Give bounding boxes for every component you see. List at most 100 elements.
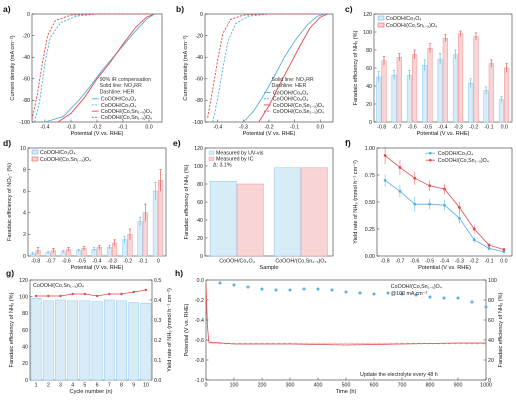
x-tick-label: 0.0 xyxy=(317,125,324,131)
data-point-0-8 xyxy=(502,250,506,254)
y-tick-label: -80 xyxy=(22,98,30,104)
y-tick-label: -0.4 xyxy=(195,318,204,324)
panel-letter-c: c) xyxy=(345,4,353,14)
legend-marker xyxy=(429,158,432,162)
annotation: 90% iR compensation xyxy=(100,77,152,83)
panel-title: CoOOH/(Co,Sn₁₋ₓ)O₄ xyxy=(33,283,84,289)
panel-f: f) 0.00 0.25 0.50 0.75 1.00 Yield rate of NH₃ … xyxy=(345,138,513,271)
x-tick-label: -0.7 xyxy=(395,259,404,265)
y2-tick-label: 20 xyxy=(488,358,494,364)
y2-axis-label: Faradaic efficiency of NH₃ (%) xyxy=(498,292,504,367)
data-point-1-2 xyxy=(413,176,417,180)
annotation: Dashline: HER xyxy=(100,89,135,95)
y-tick-label: -0.8 xyxy=(195,358,204,364)
annotation: CoOOH/(Co,Sn₁₋ₓ)O₄ xyxy=(391,284,442,290)
y-axis-label: Yield rate of NH₃ (mmol h⁻¹ cm⁻²) xyxy=(353,160,359,244)
plot-frame xyxy=(205,279,487,381)
legend-swatch xyxy=(31,156,39,162)
y-axis-label: Potential (V vs. RHE) xyxy=(184,303,190,356)
yield-point-1 xyxy=(47,294,50,298)
x-tick-label: -0.4 xyxy=(438,125,447,131)
bar-1-4 xyxy=(442,38,448,123)
y-axis-label: Faradaic efficiency of NH₃ (%) xyxy=(353,30,359,105)
legend-label: CoOOH/(Co,Sn₁₋ₓ)O₄ xyxy=(101,115,152,121)
y-tick-label: 20 xyxy=(366,102,372,108)
data-point-1-4 xyxy=(443,187,446,191)
annotation: Solid line: NO₃RR xyxy=(272,77,314,83)
fe-point-10 xyxy=(358,291,362,295)
y-axis-label: Current density (mA cm⁻²) xyxy=(183,35,189,100)
yield-line xyxy=(36,289,146,297)
bar-8 xyxy=(128,302,140,381)
fe-point-3 xyxy=(260,287,264,291)
x-tick-label: -0.5 xyxy=(77,259,86,265)
panel-letter-b: b) xyxy=(176,4,184,14)
x-tick-label: -0.3 xyxy=(455,259,464,265)
x-tick-label: -0.1 xyxy=(118,125,127,131)
bar-1-5 xyxy=(458,33,464,123)
bar-7 xyxy=(116,300,127,381)
y-tick-label: 40 xyxy=(22,344,28,350)
fe-point-17 xyxy=(456,296,460,300)
bar-0-7 xyxy=(137,221,143,257)
data-point-0-2 xyxy=(413,202,417,206)
y-tick-label: 20 xyxy=(197,236,203,242)
y2-tick-label: 0.5 xyxy=(154,278,161,284)
fe-point-11 xyxy=(372,292,376,296)
y-tick-label: -1.0 xyxy=(195,378,204,384)
legend-label: CoOOH/(Co,Sn₁₋ₓ)O₄ xyxy=(101,109,152,115)
x-tick-label: 800 xyxy=(426,383,435,389)
x-tick-label: -0.3 xyxy=(239,125,248,131)
y-tick-label: 0 xyxy=(23,254,26,260)
x-tick-label: 2 xyxy=(47,383,50,389)
y-tick-label: 100 xyxy=(363,30,372,36)
y-tick-label: 20 xyxy=(22,361,28,367)
annotation: Solid line: NO₃RR xyxy=(100,83,142,89)
annotation: Δ: 3.1% xyxy=(213,162,232,168)
bar-1-8 xyxy=(158,180,164,257)
y-tick-label: 8 xyxy=(23,167,26,173)
bar-3 xyxy=(67,300,79,381)
data-point-1-5 xyxy=(457,206,461,209)
y-axis-label: Faradaic efficiency of NH₃ (%) xyxy=(184,164,190,239)
x-tick-label: 600 xyxy=(370,383,379,389)
x-tick-label: -0.4 xyxy=(92,259,101,265)
y2-tick-label: 0 xyxy=(488,378,491,384)
y-tick-label: -60 xyxy=(22,77,30,83)
panel-e: e) 0 20 40 60 80 100 120 Faradaic efficiency of … xyxy=(173,138,334,271)
y2-tick-label: 100 xyxy=(488,278,497,284)
y-tick-label: 2 xyxy=(23,232,26,238)
bar-1-6 xyxy=(473,36,479,123)
bar-0-5 xyxy=(452,54,458,123)
panel-letter-g: g) xyxy=(6,268,14,278)
y-tick-label: 40 xyxy=(366,84,372,90)
series-line-3 xyxy=(207,13,321,118)
y-tick-label: 10 xyxy=(20,146,26,152)
x-tick-label: -0.2 xyxy=(469,125,478,131)
x-tick-label: 1000 xyxy=(480,383,492,389)
fe-point-18 xyxy=(470,300,474,304)
fe-point-0 xyxy=(218,281,222,285)
series-line-0 xyxy=(243,13,326,123)
y-tick-label: 0.50 xyxy=(365,200,375,206)
x-axis-label: Potential (V vs. RHE) xyxy=(418,265,471,271)
data-point-0-4 xyxy=(443,203,446,207)
bar-1-3 xyxy=(427,47,433,123)
y-tick-label: -100 xyxy=(192,120,203,126)
bar-0-1 xyxy=(391,74,397,123)
x-tick-label: 10 xyxy=(143,383,149,389)
y-tick-label: 100 xyxy=(19,294,28,300)
x-tick-label: -0.8 xyxy=(381,259,390,265)
y2-tick-label: 0.4 xyxy=(154,298,161,304)
bar-0-8 xyxy=(152,190,158,257)
fe-point-7 xyxy=(316,287,320,291)
series-line-3 xyxy=(31,13,149,120)
legend-label: Measured by UV-vis xyxy=(216,150,264,156)
legend-swatch xyxy=(31,149,39,155)
bar-9 xyxy=(140,303,152,381)
data-point-1-0 xyxy=(383,154,387,157)
fe-point-9 xyxy=(344,290,348,294)
x-tick-label: 700 xyxy=(398,383,407,389)
bar-0-3 xyxy=(422,65,428,123)
yield-point-2 xyxy=(59,294,62,298)
